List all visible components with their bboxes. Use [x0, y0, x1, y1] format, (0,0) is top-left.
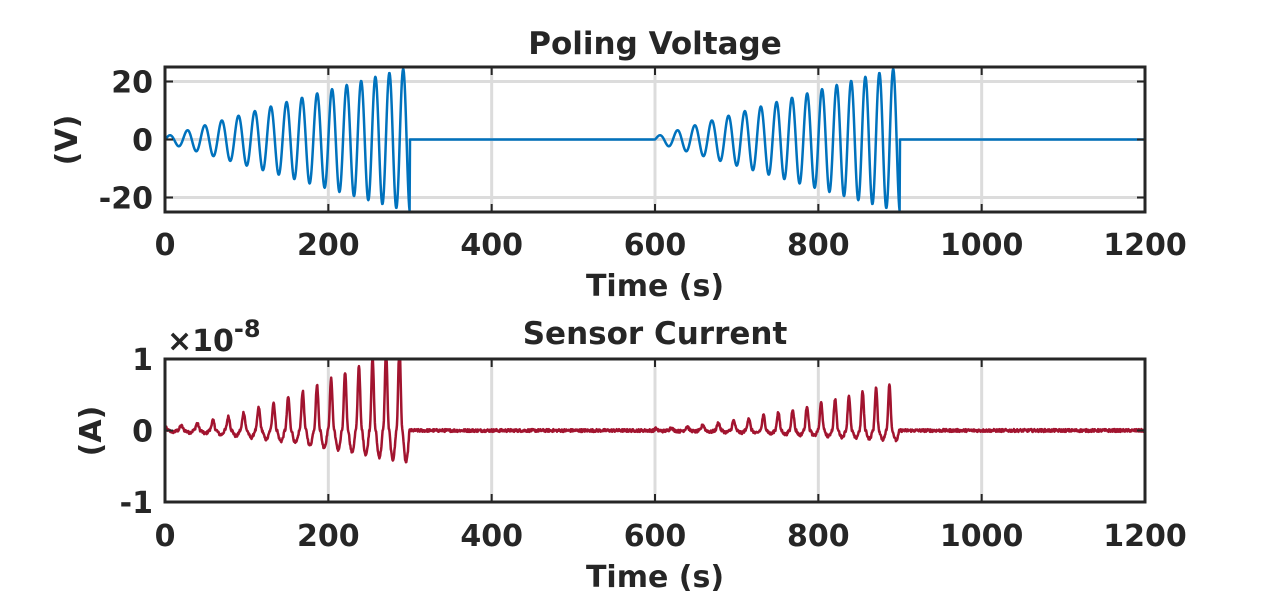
y-axis-label-current: (A)	[74, 406, 109, 457]
y-tick-label: -1	[120, 486, 153, 521]
y-ticks-current: -1 0 1	[120, 343, 1145, 521]
x-tick-label: 200	[297, 228, 360, 263]
x-tick-label: 0	[155, 519, 176, 554]
x-tick-label: 800	[787, 519, 850, 554]
y-tick-label: 0	[132, 415, 153, 450]
x-tick-label: 600	[624, 228, 687, 263]
x-axis-label-voltage: Time (s)	[586, 269, 724, 304]
x-tick-label: 400	[460, 228, 523, 263]
y-tick-label: 0	[132, 124, 153, 159]
x-tick-label: 200	[297, 519, 360, 554]
y-tick-label: -20	[99, 182, 153, 217]
y-tick-label: 1	[132, 343, 153, 378]
x-axis-label-current: Time (s)	[586, 560, 724, 595]
x-tick-label: 1000	[940, 519, 1024, 554]
chart-title-current: Sensor Current	[523, 316, 788, 352]
series-current	[163, 357, 1146, 464]
series-line	[163, 357, 1146, 464]
x-ticks-current: 0 200 400 600 800 1000 1200	[155, 359, 1187, 554]
x-ticks-voltage: 0 200 400 600 800 1000 1200	[155, 67, 1187, 263]
chart-title-voltage: Poling Voltage	[528, 26, 782, 62]
x-tick-label: 800	[787, 228, 850, 263]
x-tick-label: 600	[624, 519, 687, 554]
y-exponent-label: ×10-8	[167, 315, 261, 359]
x-tick-label: 1000	[940, 228, 1024, 263]
x-tick-label: 1200	[1103, 519, 1187, 554]
series-voltage	[164, 67, 1146, 212]
plot-poling-voltage: Poling Voltage 0 200 400 600 800 1000 1200 -20…	[50, 26, 1187, 304]
x-tick-label: 0	[155, 228, 176, 263]
y-axis-label-voltage: (V)	[50, 115, 85, 166]
x-tick-label: 400	[460, 519, 523, 554]
series-line	[164, 67, 1146, 212]
exponent-prefix: ×10-8	[167, 315, 261, 359]
y-tick-label: 20	[111, 66, 153, 101]
x-tick-label: 1200	[1103, 228, 1187, 263]
plot-sensor-current: Sensor Current ×10-8 0 200 400 600 800 1000 12…	[74, 315, 1187, 595]
y-ticks-voltage: -20 0 20	[99, 66, 1145, 217]
